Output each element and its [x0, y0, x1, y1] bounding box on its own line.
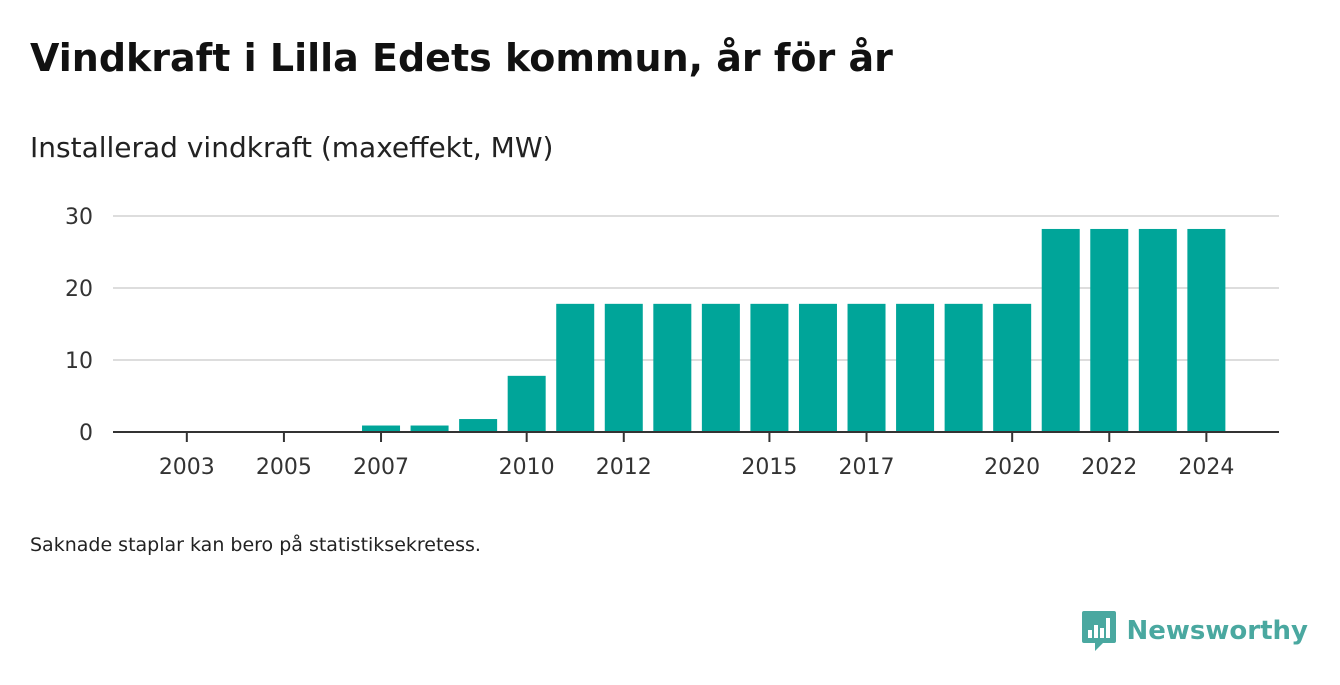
bar-2014: [701, 303, 740, 432]
bars: [362, 228, 1226, 432]
y-tick-label: 0: [79, 421, 93, 446]
x-tick-label: 2010: [499, 455, 555, 480]
y-tick-label: 10: [65, 349, 93, 374]
x-tick-label: 2020: [984, 455, 1040, 480]
x-axis-ticks: 2003 2005 2007 2010 2012 2015 2017 2020 2022 2024: [159, 432, 1234, 480]
bar-2010: [507, 375, 546, 432]
x-tick-label: 2024: [1178, 455, 1234, 480]
bar-chart: 0 10 20 30 2003 2005 2007 2010 2012 2015 2017 2020…: [65, 205, 1279, 480]
bar-2008: [410, 425, 449, 432]
bar-2011: [556, 303, 595, 432]
bar-2021: [1041, 228, 1080, 432]
bar-2007: [362, 425, 401, 432]
brand: Newsworthy: [1081, 610, 1308, 652]
x-tick-label: 2015: [741, 455, 797, 480]
bar-2019: [944, 303, 983, 432]
bar-2012: [604, 303, 643, 432]
bar-2022: [1090, 228, 1129, 432]
chart-subtitle: Installerad vindkraft (maxeffekt, MW): [30, 131, 554, 164]
bar-2023: [1138, 228, 1177, 432]
bar-2017: [847, 303, 886, 432]
x-tick-label: 2022: [1081, 455, 1137, 480]
brand-name: Newsworthy: [1126, 616, 1308, 646]
bar-2018: [896, 303, 935, 432]
x-tick-label: 2005: [256, 455, 312, 480]
y-tick-labels: 0 10 20 30: [65, 205, 93, 446]
bar-2020: [993, 303, 1032, 432]
grid-lines: [113, 215, 1279, 361]
footnote: Saknade staplar kan bero på statistiksek…: [30, 534, 481, 556]
x-tick-label: 2012: [596, 455, 652, 480]
bar-2016: [798, 303, 837, 432]
bar-2024: [1187, 228, 1226, 432]
x-tick-label: 2007: [353, 455, 409, 480]
bar-2015: [750, 303, 789, 432]
y-tick-label: 20: [65, 277, 93, 302]
x-tick-label: 2017: [839, 455, 895, 480]
newsworthy-logo-icon: [1081, 611, 1116, 651]
chart-title: Vindkraft i Lilla Edets kommun, år för å…: [30, 36, 893, 80]
bar-2013: [653, 303, 692, 432]
y-tick-label: 30: [65, 205, 93, 230]
bar-2009: [459, 419, 498, 432]
x-tick-label: 2003: [159, 455, 215, 480]
